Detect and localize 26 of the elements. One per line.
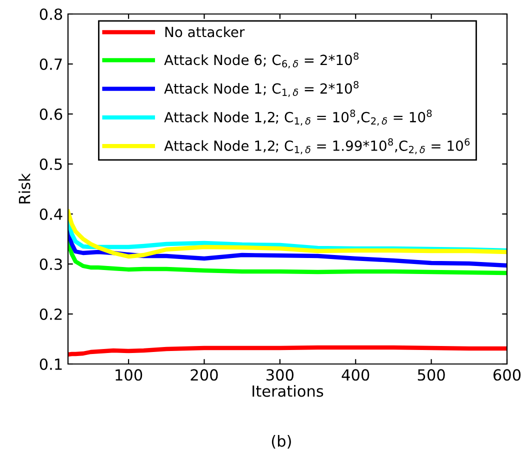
y-tick-label: 0.8: [40, 8, 62, 20]
y-axis-title: Risk: [18, 173, 30, 204]
legend-label: No attacker: [165, 26, 245, 38]
line-series: [68, 345, 507, 357]
line-series: [68, 239, 507, 276]
x-tick-label: 200: [190, 369, 218, 381]
legend-label: Attack Node 1,2; C$_{1,δ}$ = 1.99*10$^{8}$,C$_{2,δ}$ = 10$^{6}$: [164, 138, 470, 154]
y-tick-label: 0.1: [40, 358, 62, 370]
y-tick-label: 0.5: [40, 158, 62, 170]
x-tick-label: 500: [418, 369, 445, 381]
y-tick-label: 0.2: [40, 308, 62, 320]
y-tick-label: 0.7: [40, 58, 62, 70]
x-tick-label: 300: [266, 369, 294, 381]
y-tick-label: 0.3: [40, 258, 62, 270]
legend-label: Attack Node 1,2; C$_{1,δ}$ = 10$^{8}$,C$_{2,δ}$ = 10$^{8}$: [164, 110, 432, 126]
legend-label: Attack Node 1; C$_{1,δ}$ = 2*10$^{8}$: [164, 81, 359, 97]
x-tick-label: 600: [493, 369, 521, 381]
line-series: [68, 209, 507, 259]
line-series: [68, 229, 507, 268]
x-tick-label: 100: [116, 369, 142, 381]
x-axis-title: Iterations: [252, 385, 324, 397]
legend-label: Attack Node 6; C$_{6,δ}$ = 2*10$^{8}$: [164, 52, 359, 68]
y-tick-label: 0.4: [40, 208, 62, 220]
x-tick-label: 400: [342, 369, 370, 381]
text: (b): [272, 435, 291, 449]
y-tick-label: 0.6: [40, 108, 62, 120]
